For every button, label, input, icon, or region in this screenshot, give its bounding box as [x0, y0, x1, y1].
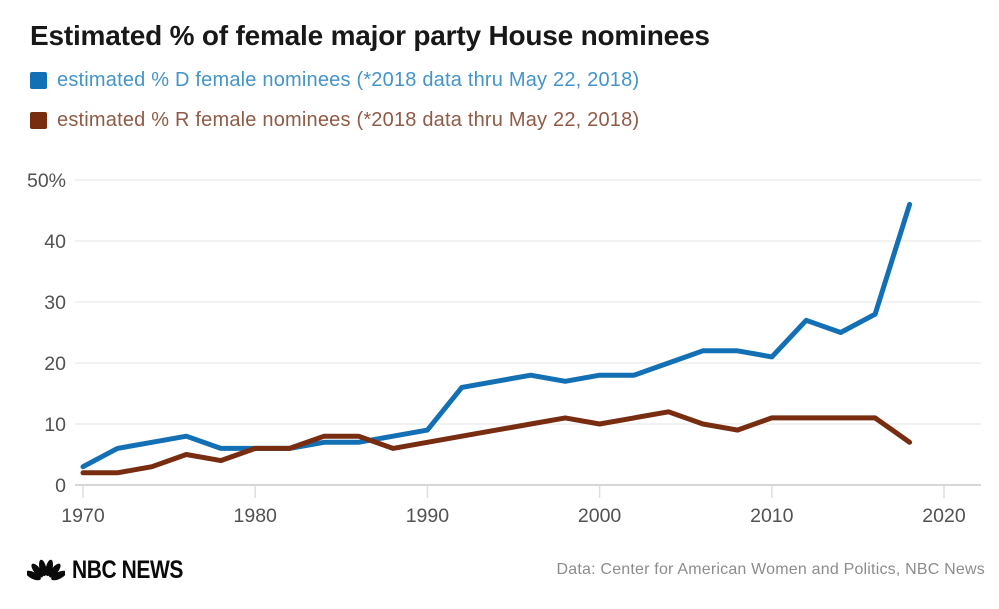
chart-svg: 1970 1980 1990 2000 2010 2020 0 10 20 30 40 50% [27, 170, 981, 527]
x-tick-label: 2010 [750, 505, 794, 527]
x-tick-label: 2000 [578, 505, 622, 527]
legend-label-republican: estimated % R female nominees (*2018 dat… [57, 108, 640, 131]
y-tick-label: 0 [55, 475, 66, 497]
y-tick-label: 40 [44, 231, 66, 253]
x-tick-label: 2020 [922, 505, 966, 527]
nbc-news-wordmark: NBC NEWS [72, 555, 183, 584]
footer: NBC NEWS Data: Center for American Women… [0, 548, 999, 592]
page-title: Estimated % of female major party House … [30, 20, 710, 51]
y-tick-label: 30 [44, 292, 66, 314]
y-tick-label: 20 [44, 353, 66, 375]
republican-line [80, 409, 913, 476]
x-tick-label: 1980 [234, 505, 278, 527]
y-tick-label: 50% [27, 170, 66, 192]
legend-item-democrat: estimated % D female nominees (*2018 dat… [30, 68, 639, 92]
nbc-news-logo: NBC NEWS [27, 556, 204, 585]
nbc-peacock-icon [27, 559, 65, 581]
source-credit: Data: Center for American Women and Poli… [556, 561, 985, 578]
line-chart: 1970 1980 1990 2000 2010 2020 0 10 20 30 40 50% [0, 150, 999, 540]
legend-label-democrat: estimated % D female nominees (*2018 dat… [57, 68, 640, 91]
democrat-color-swatch-icon [30, 71, 47, 89]
republican-color-swatch-icon [30, 111, 47, 129]
democrat-line [80, 201, 913, 470]
legend: estimated % D female nominees (*2018 dat… [30, 68, 639, 148]
y-tick-label: 10 [44, 414, 66, 436]
legend-item-republican: estimated % R female nominees (*2018 dat… [30, 108, 639, 132]
x-tick-label: 1970 [61, 505, 105, 527]
x-tick-label: 1990 [406, 505, 450, 527]
